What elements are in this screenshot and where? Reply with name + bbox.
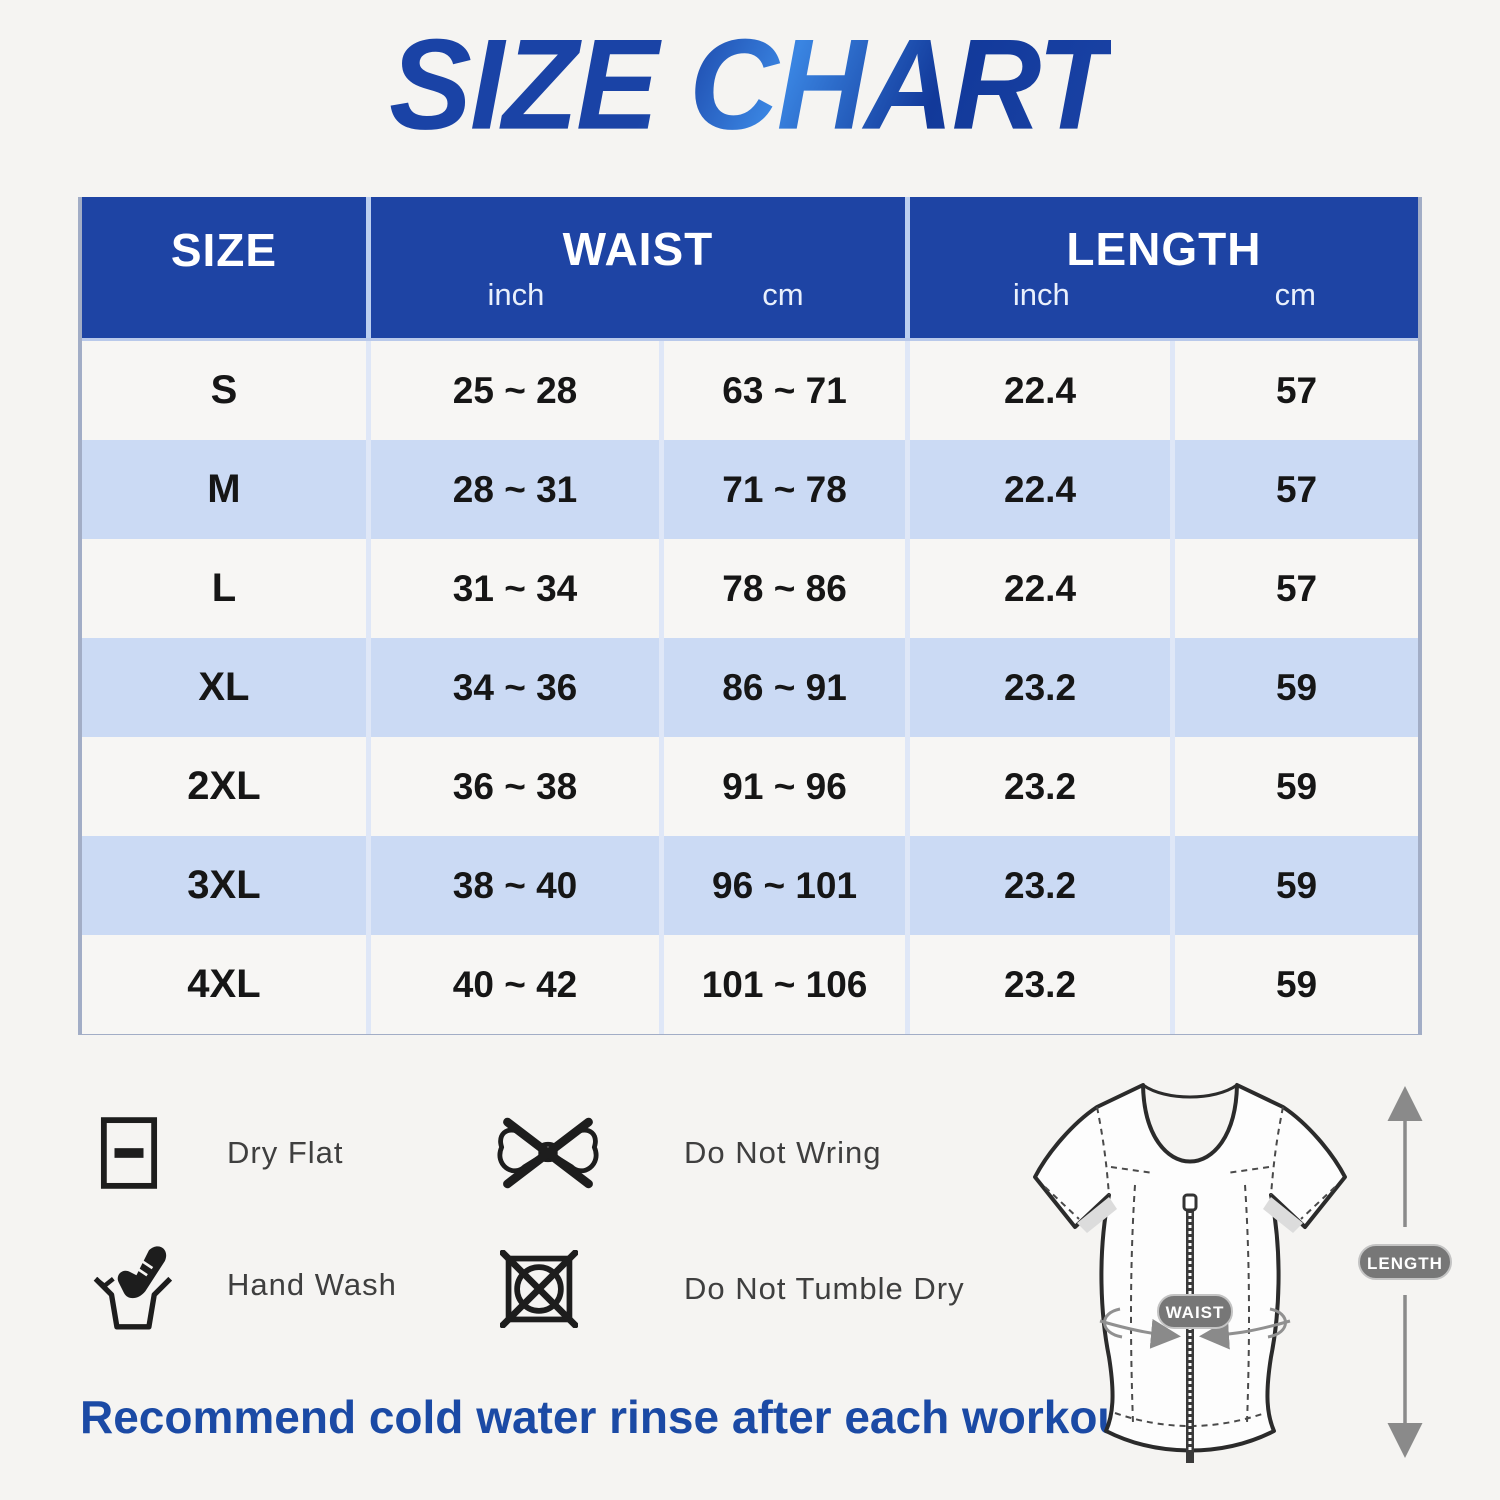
cell-waist-cm: 96 ~ 101: [659, 836, 905, 935]
care-label: Hand Wash: [227, 1267, 397, 1302]
cell-waist-inch: 34 ~ 36: [365, 638, 659, 737]
cell-length-cm: 59: [1170, 935, 1418, 1034]
care-label: Dry Flat: [227, 1135, 344, 1170]
table-row: S 25 ~ 28 63 ~ 71 22.4 57: [82, 341, 1418, 440]
cell-waist-cm: 91 ~ 96: [659, 737, 905, 836]
cell-length-inch: 23.2: [904, 737, 1170, 836]
length-measure: LENGTH: [1358, 1086, 1452, 1458]
header-size-label: SIZE: [170, 223, 278, 276]
header-length-label: LENGTH: [1066, 222, 1262, 275]
page-title-wrap: SIZE CHART: [0, 11, 1500, 159]
table-row: XL 34 ~ 36 86 ~ 91 23.2 59: [82, 638, 1418, 737]
hand-wash-icon: [92, 1239, 227, 1331]
cell-waist-inch: 31 ~ 34: [365, 539, 659, 638]
cell-waist-cm: 63 ~ 71: [659, 341, 905, 440]
cell-waist-cm: 78 ~ 86: [659, 539, 905, 638]
header-waist-cm: cm: [762, 276, 804, 312]
cell-size: XL: [198, 665, 250, 709]
header-waist-units: inch cm: [371, 276, 905, 312]
cell-waist-inch: 28 ~ 31: [365, 440, 659, 539]
do-not-wring-icon: [492, 1114, 684, 1192]
cell-length-cm: 57: [1170, 539, 1418, 638]
cell-length-cm: 59: [1170, 836, 1418, 935]
cell-waist-inch: 38 ~ 40: [365, 836, 659, 935]
header-waist: WAIST inch cm: [365, 197, 905, 338]
cell-waist-inch: 36 ~ 38: [365, 737, 659, 836]
dry-flat-icon: [100, 1116, 227, 1190]
table-header: SIZE WAIST inch cm LENGTH inch cm: [82, 197, 1418, 338]
cell-length-inch: 22.4: [904, 539, 1170, 638]
table-row: L 31 ~ 34 78 ~ 86 22.4 57: [82, 539, 1418, 638]
garment-diagram: WAIST LENGTH: [985, 1055, 1455, 1492]
header-length-units: inch cm: [910, 276, 1418, 312]
page-title: SIZE CHART: [389, 11, 1113, 159]
cell-size: S: [210, 368, 238, 412]
footer-note: Recommend cold water rinse after each wo…: [80, 1391, 1154, 1443]
cell-length-inch: 22.4: [904, 341, 1170, 440]
cell-length-cm: 59: [1170, 737, 1418, 836]
waist-measure: WAIST: [1099, 1294, 1291, 1350]
cell-size: 4XL: [187, 962, 261, 1006]
care-item-hand-wash: Hand Wash: [92, 1235, 397, 1335]
cell-waist-cm: 101 ~ 106: [659, 935, 905, 1034]
care-label: Do Not Tumble Dry: [684, 1271, 965, 1306]
header-size: SIZE: [82, 197, 366, 338]
do-not-tumble-dry-icon: [500, 1250, 684, 1328]
table-row: 3XL 38 ~ 40 96 ~ 101 23.2 59: [82, 836, 1418, 935]
care-item-do-not-wring: Do Not Wring: [492, 1112, 882, 1194]
header-waist-label: WAIST: [562, 222, 714, 275]
cell-size: 2XL: [187, 764, 261, 808]
table-body: S 25 ~ 28 63 ~ 71 22.4 57 M 28 ~ 31 71 ~…: [82, 338, 1418, 1034]
cell-length-inch: 23.2: [904, 638, 1170, 737]
care-item-dry-flat: Dry Flat: [100, 1112, 344, 1194]
vest-illustration: [1033, 1083, 1347, 1463]
cell-waist-cm: 71 ~ 78: [659, 440, 905, 539]
cell-length-cm: 57: [1170, 341, 1418, 440]
cell-length-inch: 23.2: [904, 935, 1170, 1034]
header-length: LENGTH inch cm: [904, 197, 1418, 338]
header-waist-inch: inch: [487, 276, 545, 312]
care-label: Do Not Wring: [684, 1135, 882, 1170]
cell-size: L: [211, 566, 237, 610]
header-length-cm: cm: [1274, 276, 1316, 312]
cell-waist-inch: 40 ~ 42: [365, 935, 659, 1034]
cell-length-cm: 59: [1170, 638, 1418, 737]
care-item-do-not-tumble-dry: Do Not Tumble Dry: [500, 1248, 965, 1330]
size-table: SIZE WAIST inch cm LENGTH inch cm S 25 ~…: [78, 197, 1422, 1035]
cell-waist-cm: 86 ~ 91: [659, 638, 905, 737]
cell-size: 3XL: [187, 863, 261, 907]
length-badge: LENGTH: [1367, 1254, 1443, 1273]
cell-length-inch: 22.4: [904, 440, 1170, 539]
table-row: M 28 ~ 31 71 ~ 78 22.4 57: [82, 440, 1418, 539]
cell-length-cm: 57: [1170, 440, 1418, 539]
waist-badge: WAIST: [1166, 1303, 1225, 1322]
table-row: 4XL 40 ~ 42 101 ~ 106 23.2 59: [82, 935, 1418, 1034]
cell-length-inch: 23.2: [904, 836, 1170, 935]
cell-waist-inch: 25 ~ 28: [365, 341, 659, 440]
table-row: 2XL 36 ~ 38 91 ~ 96 23.2 59: [82, 737, 1418, 836]
cell-size: M: [207, 467, 241, 511]
header-length-inch: inch: [1012, 276, 1070, 312]
